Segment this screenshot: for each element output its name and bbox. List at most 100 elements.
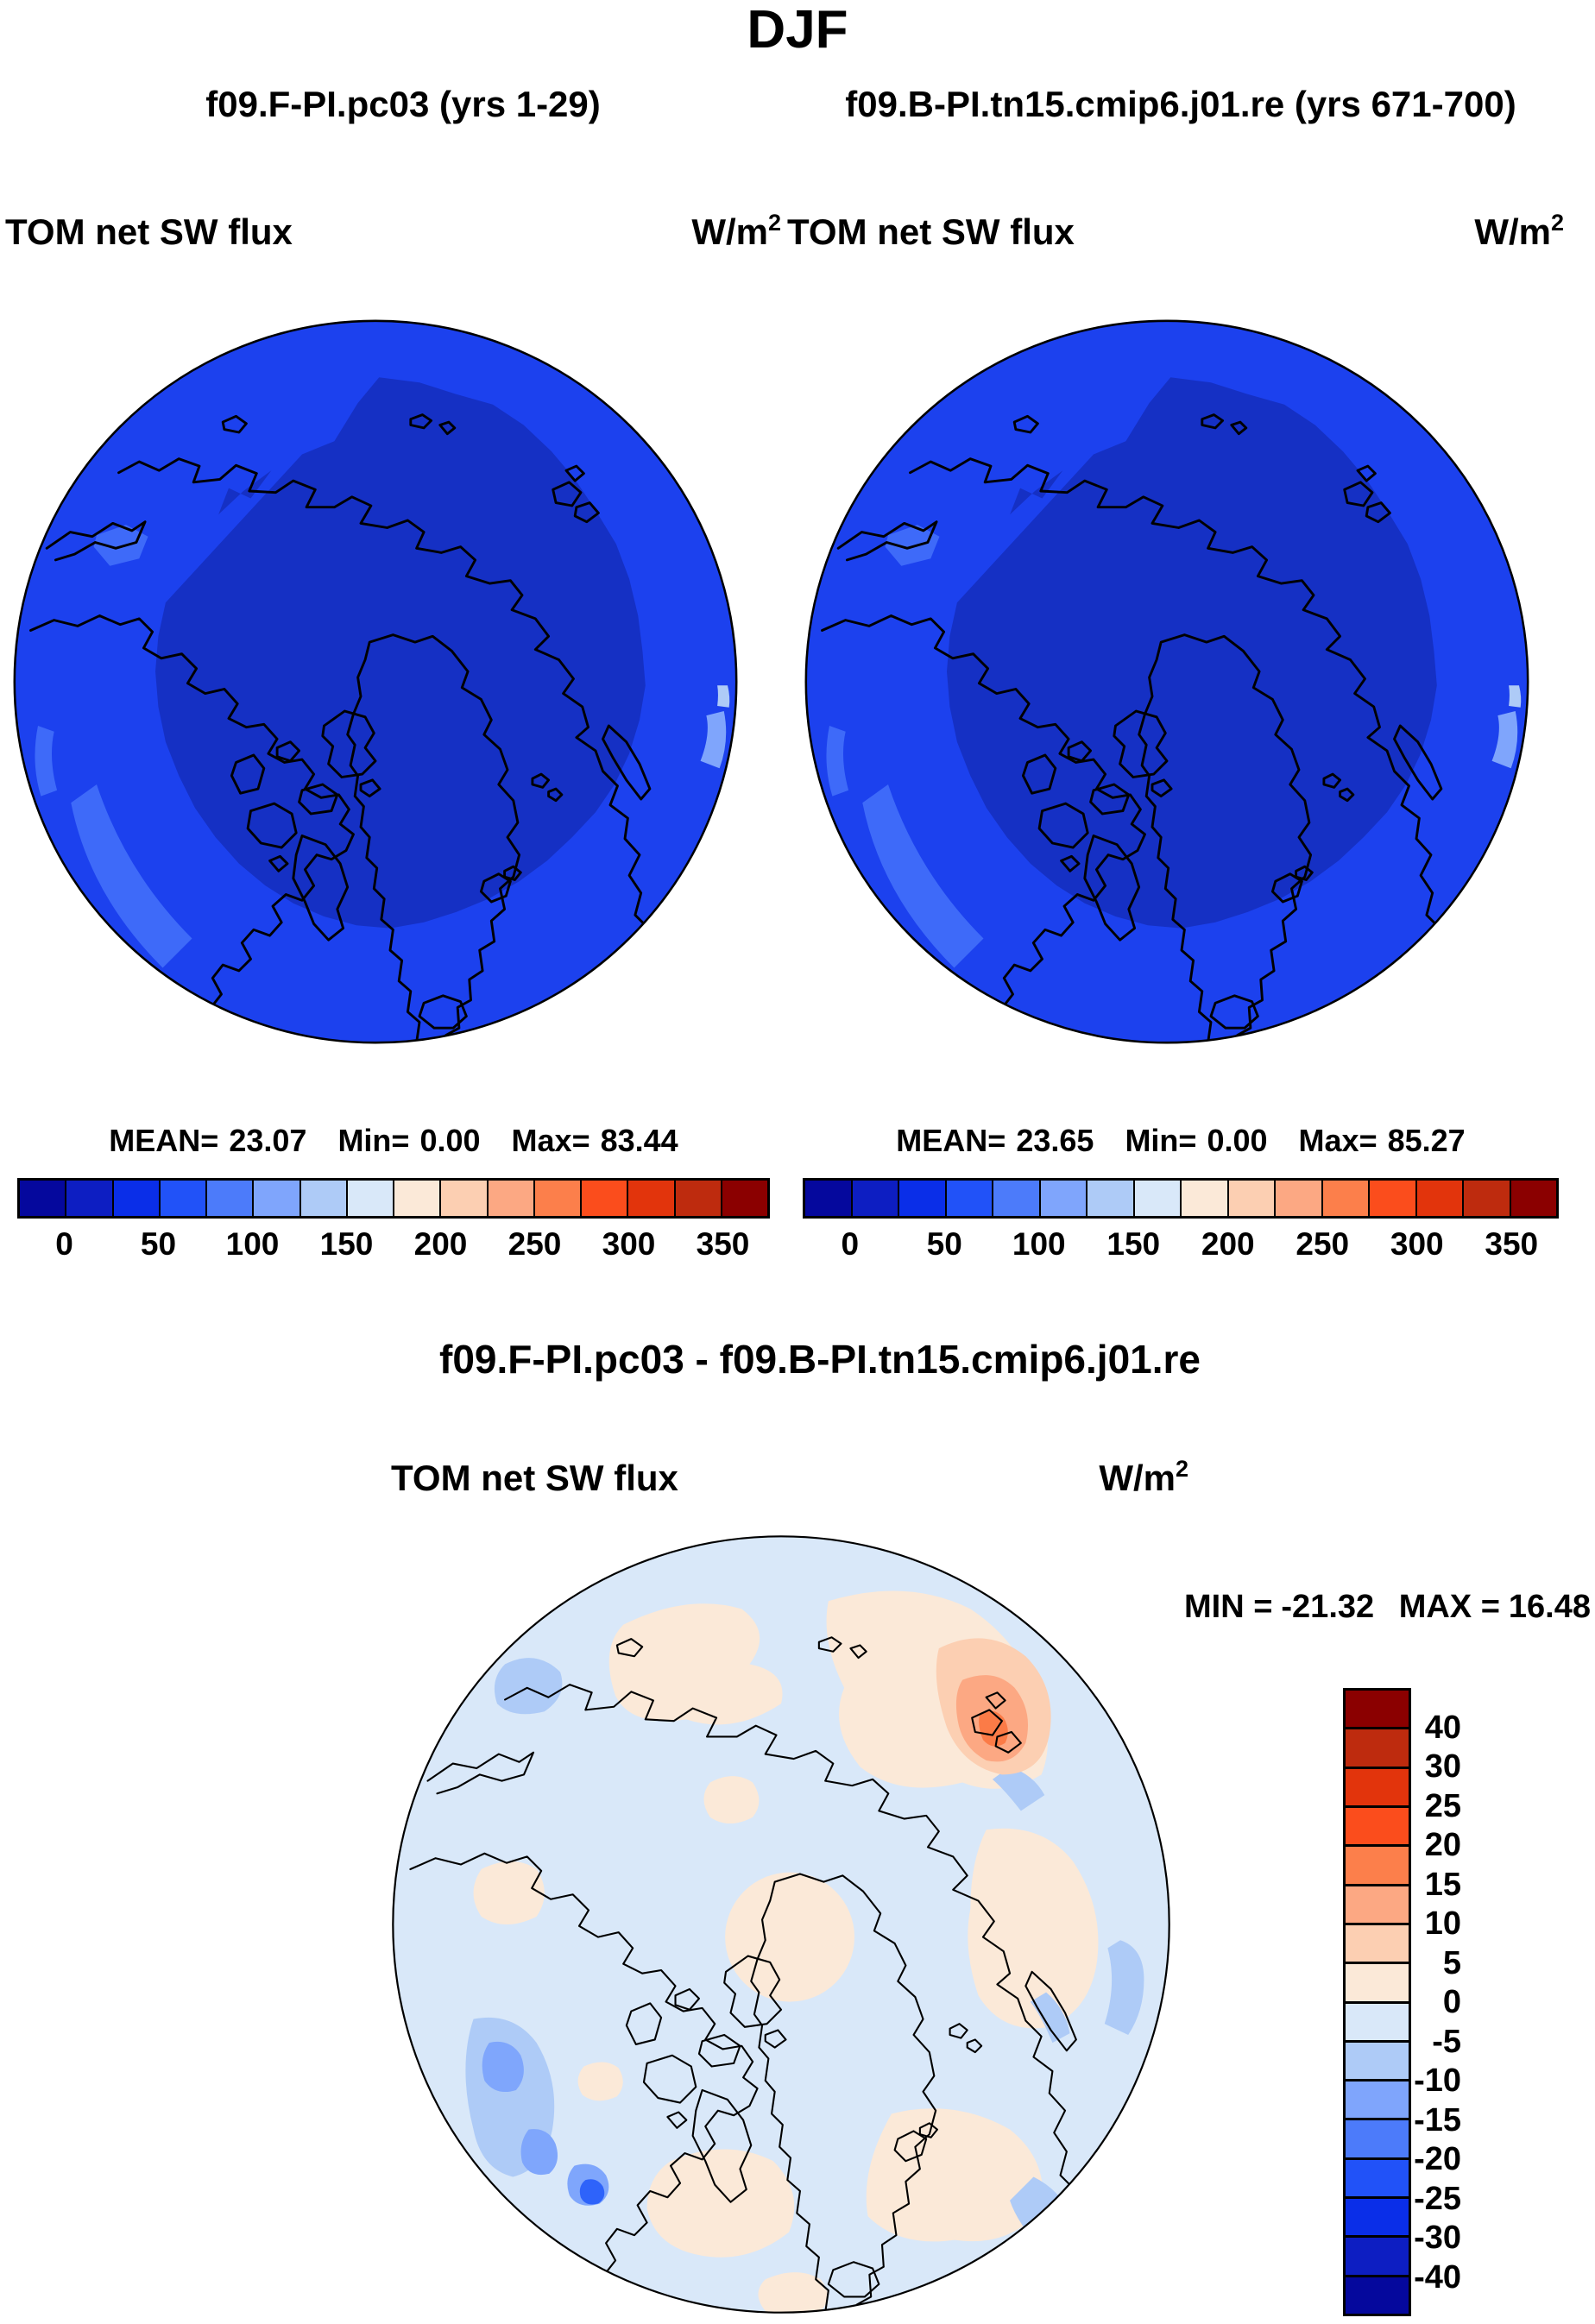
colorbar-right-ticks: 0 50 100 150 200 250 300 350 [803, 1228, 1559, 1264]
stats-left: MEAN= 23.07 Min= 0.00 Max= 83.44 [109, 1125, 678, 1156]
colorbar-tick-label: 25 [1424, 1787, 1461, 1824]
colorbar-segment [850, 1181, 898, 1216]
colorbar-segment [1346, 1883, 1409, 1923]
max-value: 85.27 [1387, 1123, 1466, 1158]
colorbar-tick-label: 300 [602, 1226, 656, 1262]
colorbar-segment [393, 1181, 440, 1216]
colorbar-segment [1415, 1181, 1462, 1216]
colorbar-tick-label: 15 [1424, 1866, 1461, 1903]
colorbar-segment [898, 1181, 945, 1216]
min-label: Min= [337, 1123, 410, 1158]
colorbar-segment [720, 1181, 767, 1216]
colorbar-difference [1343, 1688, 1411, 2316]
units-exponent: 2 [767, 210, 781, 236]
colorbar-segment [439, 1181, 487, 1216]
colorbar-segment [1226, 1181, 1274, 1216]
colorbar-tick-label: 100 [225, 1226, 280, 1262]
colorbar-segment [1346, 1766, 1409, 1805]
colorbar-segment [580, 1181, 627, 1216]
map-border [13, 319, 738, 1044]
colorbar-tick-label: 150 [1106, 1226, 1161, 1262]
colorbar-tick-label: 200 [413, 1226, 468, 1262]
colorbar-tick-label: -15 [1414, 2101, 1461, 2138]
mean-value: 23.65 [1016, 1123, 1094, 1158]
colorbar-tick-label: 300 [1390, 1226, 1444, 1262]
colorbar-segment [1346, 2118, 1409, 2157]
colorbar-segment [805, 1181, 851, 1216]
diff-max-label: MAX = [1398, 1589, 1500, 1625]
colorbar-tick-label: -25 [1414, 2180, 1461, 2217]
colorbar-segment [1509, 1181, 1556, 1216]
diff-min-label: MIN = [1183, 1589, 1273, 1625]
colorbar-tick-label: 50 [140, 1226, 177, 1262]
var-label-right: TOM net SW flux [787, 211, 1075, 252]
colorbar-tick-label: 10 [1424, 1905, 1461, 1942]
colorbar-segment [1346, 2079, 1409, 2119]
stats-right: MEAN= 23.65 Min= 0.00 Max= 85.27 [896, 1125, 1465, 1156]
colorbar-segment [533, 1181, 580, 1216]
colorbar-tick-label: 5 [1442, 1944, 1461, 1981]
max-label: Max= [511, 1123, 590, 1158]
colorbar-segment [1346, 1727, 1409, 1767]
map-left-polar [13, 319, 738, 1044]
colorbar-tick-label: 350 [696, 1226, 750, 1262]
colorbar-segment [1346, 1922, 1409, 1962]
colorbar-tick-label: -30 [1414, 2220, 1461, 2256]
colorbar-segment [345, 1181, 393, 1216]
colorbar-tick-label: 30 [1424, 1748, 1461, 1785]
colorbar-segment [1346, 2196, 1409, 2236]
colorbar-tick-label: 150 [319, 1226, 374, 1262]
colorbar-tick-label: 40 [1424, 1709, 1461, 1746]
colorbar-segment [205, 1181, 253, 1216]
colorbar-segment [1346, 2157, 1409, 2197]
colorbar-segment [944, 1181, 992, 1216]
colorbar-tick-label: -20 [1414, 2141, 1461, 2177]
diff-max-value: 16.48 [1508, 1589, 1591, 1625]
map-right-polar [804, 319, 1529, 1044]
colorbar-tick-label: 100 [1012, 1226, 1066, 1262]
colorbar-tick-label: 0 [841, 1226, 860, 1262]
min-label: Min= [1125, 1123, 1197, 1158]
colorbar-segment [1346, 1691, 1409, 1728]
colorbar-tick-label: 250 [1296, 1226, 1350, 1262]
var-label-left: TOM net SW flux [5, 211, 293, 252]
diff-var-label: TOM net SW flux [391, 1458, 678, 1498]
colorbar-segment [1180, 1181, 1227, 1216]
map-difference-polar [392, 1535, 1170, 2314]
colorbar-segment [252, 1181, 299, 1216]
colorbar-tick-label: -10 [1414, 2063, 1461, 2099]
colorbar-tick-label: 0 [1442, 1984, 1461, 2020]
colorbar-tick-label: -5 [1432, 2023, 1461, 2060]
colorbar-difference-labels: 40 30 25 20 15 10 5 0 -5 -10 -15 -20 -25 -30 -40 [1343, 1688, 1461, 2316]
diff-units-label: W/m2 [1099, 1458, 1188, 1496]
colorbar-segment [486, 1181, 533, 1216]
colorbar-segment [1321, 1181, 1368, 1216]
units-exponent: 2 [1550, 210, 1564, 236]
colorbar-tick-label: 350 [1485, 1226, 1539, 1262]
colorbar-segment [1346, 2274, 1409, 2314]
colorbar-segment [1346, 2039, 1409, 2080]
colorbar-segment [20, 1181, 66, 1216]
units-base: W/m [1474, 211, 1551, 252]
colorbar-segment [1346, 1804, 1409, 1845]
units-exponent: 2 [1175, 1456, 1188, 1482]
units-base: W/m [691, 211, 768, 252]
colorbar-segment [992, 1181, 1039, 1216]
colorbar-tick-label: 50 [926, 1226, 962, 1262]
colorbar-segment [1346, 2000, 1409, 2040]
colorbar-segment [627, 1181, 674, 1216]
subtitle-right-case: f09.B-PI.tn15.cmip6.j01.re (yrs 671-700) [845, 84, 1516, 124]
colorbar-segment [673, 1181, 721, 1216]
diff-title: f09.F-PI.pc03 - f09.B-PI.tn15.cmip6.j01.… [439, 1337, 1201, 1382]
units-label-left: W/m2 [691, 211, 781, 252]
colorbar-tick-label: 0 [55, 1226, 73, 1262]
colorbar-segment [299, 1181, 346, 1216]
diff-min-value: -21.32 [1281, 1589, 1375, 1625]
mean-label: MEAN= [896, 1123, 1006, 1158]
colorbar-segment [1346, 2235, 1409, 2275]
colorbar-segment [111, 1181, 159, 1216]
colorbar-segment [1274, 1181, 1321, 1216]
map-border [804, 319, 1529, 1044]
mean-value: 23.07 [229, 1123, 307, 1158]
